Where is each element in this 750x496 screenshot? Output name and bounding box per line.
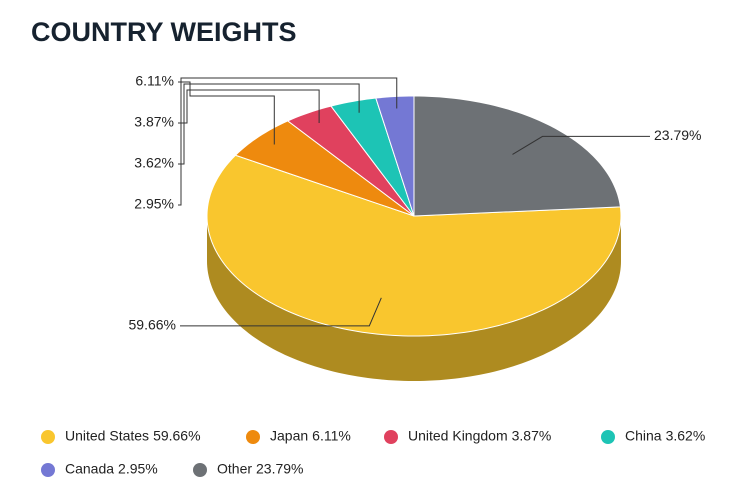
data-label: 59.66% bbox=[129, 317, 176, 333]
legend-value: 6.11% bbox=[312, 428, 351, 444]
leader-line bbox=[178, 89, 320, 124]
legend-value: 3.87% bbox=[512, 428, 552, 444]
legend-label: Canada bbox=[65, 461, 114, 477]
legend-label: Other bbox=[217, 461, 252, 477]
data-label: 3.62% bbox=[134, 155, 174, 171]
leader-line bbox=[512, 135, 650, 155]
pie-slice bbox=[413, 95, 621, 217]
pie-slice bbox=[375, 95, 415, 217]
legend-marker bbox=[41, 463, 55, 477]
pie-slice bbox=[234, 120, 415, 217]
legend-value: 23.79% bbox=[256, 461, 303, 477]
legend-value: 59.66% bbox=[153, 428, 200, 444]
data-label: 23.79% bbox=[654, 127, 701, 143]
chart-title: COUNTRY WEIGHTS bbox=[31, 17, 297, 47]
legend-marker bbox=[601, 430, 615, 444]
legend-marker bbox=[384, 430, 398, 444]
leader-line bbox=[178, 77, 398, 206]
legend-label: United Kingdom bbox=[408, 428, 508, 444]
pie-slice bbox=[206, 154, 622, 337]
pie-slice bbox=[286, 105, 415, 217]
legend-label: United States bbox=[65, 428, 149, 444]
legend-marker bbox=[193, 463, 207, 477]
legend-marker bbox=[246, 430, 260, 444]
leader-line bbox=[180, 297, 382, 327]
legend-marker bbox=[41, 430, 55, 444]
data-label: 6.11% bbox=[135, 73, 174, 89]
leader-line bbox=[178, 81, 275, 145]
legend-value: 3.62% bbox=[666, 428, 706, 444]
leader-line bbox=[178, 83, 360, 165]
pie-slice bbox=[330, 97, 415, 217]
legend-label: China bbox=[625, 428, 662, 444]
pie-sides bbox=[207, 216, 621, 381]
data-label: 3.87% bbox=[134, 114, 174, 130]
pie-side bbox=[207, 216, 621, 381]
legend-value: 2.95% bbox=[118, 461, 158, 477]
pie-tops bbox=[206, 95, 622, 337]
data-label: 2.95% bbox=[134, 196, 174, 212]
legend-label: Japan bbox=[270, 428, 308, 444]
